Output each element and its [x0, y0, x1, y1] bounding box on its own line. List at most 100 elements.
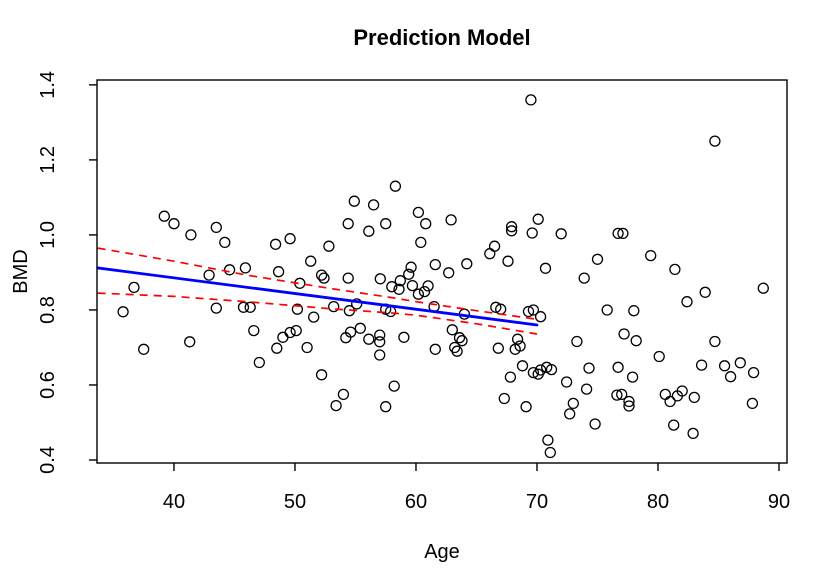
data-point — [511, 333, 524, 345]
y-tick-label: 0.4 — [37, 446, 59, 474]
y-tick-label: 1.0 — [37, 221, 59, 249]
data-point — [398, 331, 410, 343]
data-point — [757, 282, 769, 294]
data-point — [337, 388, 350, 401]
data-point — [203, 269, 215, 281]
data-point — [626, 371, 639, 383]
data-point — [315, 269, 328, 281]
data-point — [394, 275, 406, 287]
data-point — [415, 236, 427, 249]
data-point — [498, 392, 510, 405]
data-point — [591, 253, 604, 265]
chart-title: Prediction Model — [353, 25, 530, 50]
data-point — [520, 401, 532, 413]
y-tick-label: 1.4 — [37, 71, 59, 99]
ci-upper-line — [97, 247, 538, 321]
data-point — [669, 263, 681, 276]
data-point — [681, 296, 693, 308]
data-point — [412, 206, 425, 219]
data-point — [490, 301, 502, 313]
x-tick-label: 80 — [647, 491, 669, 513]
data-point — [363, 333, 375, 345]
data-point — [522, 305, 535, 318]
x-tick-label: 40 — [163, 491, 185, 513]
data-point — [429, 258, 441, 271]
data-point — [580, 383, 593, 395]
data-point — [412, 288, 425, 300]
data-point — [443, 267, 455, 279]
data-point — [709, 135, 721, 147]
y-tick-label: 1.2 — [37, 146, 59, 174]
data-point — [374, 329, 386, 341]
data-point — [354, 322, 366, 334]
data-point — [668, 419, 680, 431]
data-point — [422, 280, 434, 292]
data-point — [544, 446, 556, 459]
data-point — [542, 434, 554, 446]
data-point — [505, 221, 518, 233]
data-point — [284, 326, 296, 339]
y-axis-label: BMD — [10, 249, 32, 293]
data-point — [583, 362, 595, 374]
data-point — [628, 305, 640, 317]
data-point — [342, 218, 354, 230]
data-point — [388, 380, 400, 392]
data-point — [746, 397, 759, 410]
data-point — [623, 395, 635, 408]
data-point — [527, 304, 540, 316]
data-point — [323, 240, 335, 252]
data-point — [612, 361, 624, 373]
data-point — [504, 371, 517, 383]
data-point — [158, 210, 170, 222]
data-point — [505, 225, 518, 237]
data-point — [168, 218, 180, 230]
data-point — [451, 345, 463, 357]
data-point — [516, 360, 529, 372]
data-point — [616, 388, 628, 401]
data-point — [244, 301, 256, 313]
plot-border — [96, 79, 788, 464]
data-point — [539, 262, 552, 274]
data-point — [589, 418, 601, 430]
data-point — [560, 376, 573, 388]
data-point — [724, 371, 737, 383]
data-point — [253, 356, 265, 369]
data-point — [328, 300, 340, 313]
y-tick-label: 0.8 — [37, 296, 59, 324]
data-point — [555, 228, 567, 240]
data-point — [718, 360, 731, 372]
data-point — [617, 227, 629, 240]
data-point — [348, 195, 360, 207]
x-tick-label: 50 — [284, 491, 306, 513]
data-point — [534, 364, 547, 376]
ci-lower-line — [97, 292, 538, 335]
data-point — [492, 342, 504, 354]
data-point — [502, 255, 514, 267]
data-point — [117, 306, 129, 318]
data-point — [374, 336, 386, 348]
data-point — [534, 311, 547, 323]
data-point — [734, 357, 746, 369]
data-point — [446, 324, 458, 336]
data-point — [527, 366, 540, 379]
data-point — [239, 262, 252, 274]
data-point — [301, 341, 313, 354]
data-point — [709, 335, 721, 348]
data-point — [210, 221, 222, 234]
data-point — [618, 328, 630, 340]
data-point — [484, 248, 496, 260]
regression-line — [96, 266, 539, 327]
data-point — [747, 366, 760, 379]
data-point — [271, 342, 283, 354]
data-point — [305, 255, 317, 267]
data-point — [291, 303, 304, 315]
data-point — [363, 225, 375, 237]
data-point — [374, 273, 386, 285]
x-tick-label: 90 — [768, 491, 790, 513]
data-point — [456, 335, 468, 347]
data-point — [545, 363, 558, 376]
data-point — [128, 281, 140, 294]
data-point — [308, 311, 320, 323]
data-point — [687, 427, 699, 440]
